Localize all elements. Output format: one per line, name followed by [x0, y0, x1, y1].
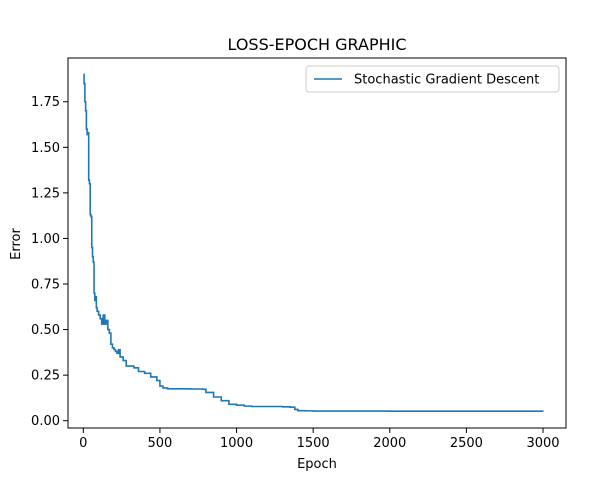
y-axis-ticks: 0.00 0.25 0.50 0.75 1.00 1.25 1.50 1.75 — [31, 95, 68, 429]
y-tick-label: 0.25 — [31, 369, 60, 384]
y-tick-label: 1.50 — [31, 141, 60, 156]
x-tick-label: 0 — [79, 436, 87, 451]
x-tick-label: 1500 — [297, 436, 330, 451]
x-tick-label: 2000 — [373, 436, 406, 451]
y-tick-label: 0.00 — [31, 414, 60, 429]
y-tick-label: 1.00 — [31, 232, 60, 247]
y-axis-label: Error — [9, 228, 24, 260]
legend: Stochastic Gradient Descent — [305, 65, 560, 93]
y-tick-label: 0.75 — [31, 278, 60, 293]
x-tick-label: 2500 — [450, 436, 483, 451]
x-axis-label: Epoch — [297, 457, 337, 472]
series-line — [83, 73, 544, 413]
plot-frame — [67, 57, 567, 429]
x-tick-label: 500 — [148, 436, 173, 451]
y-tick-label: 1.75 — [31, 95, 60, 110]
x-tick-label: 1000 — [220, 436, 253, 451]
series-layer — [83, 73, 544, 413]
x-axis-ticks: 0 500 1000 1500 2000 2500 3000 — [79, 428, 560, 451]
y-tick-label: 1.25 — [31, 186, 60, 201]
legend-label: Stochastic Gradient Descent — [354, 73, 539, 88]
x-tick-label: 3000 — [526, 436, 559, 451]
y-tick-label: 0.50 — [31, 323, 60, 338]
chart-title: LOSS-EPOCH GRAPHIC — [227, 35, 406, 54]
legend-box — [305, 65, 560, 93]
